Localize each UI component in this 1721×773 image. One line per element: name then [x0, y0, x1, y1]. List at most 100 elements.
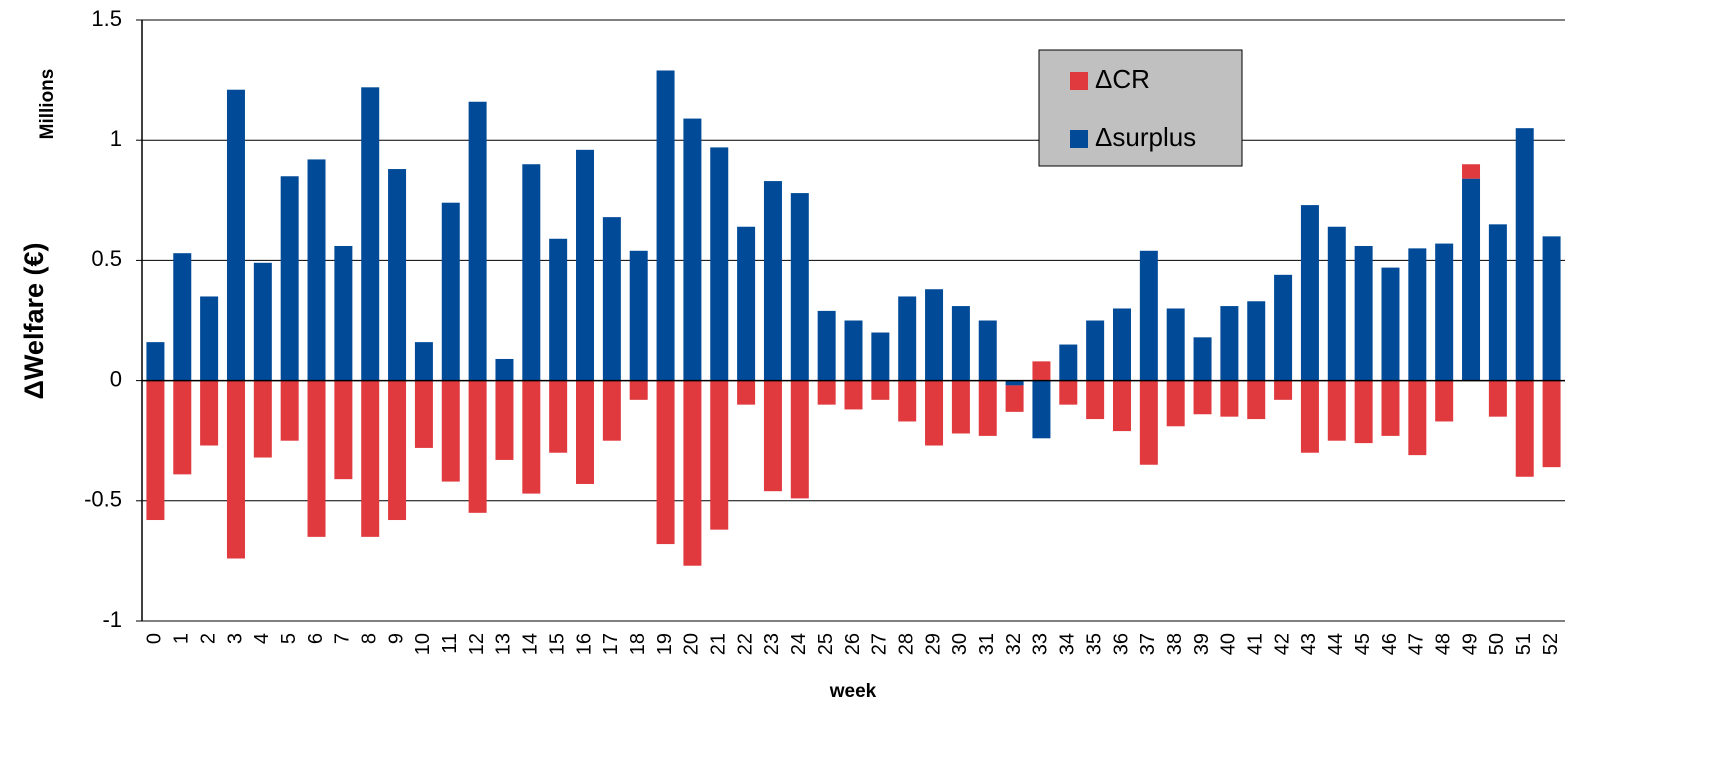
bar — [1300, 380, 1319, 453]
bar — [951, 380, 970, 434]
x-tick-label: 1 — [171, 633, 193, 644]
x-tick-label: 39 — [1191, 633, 1213, 655]
bar — [871, 332, 890, 381]
x-tick-label: 23 — [761, 633, 783, 655]
bar — [1220, 380, 1239, 417]
bar — [226, 380, 245, 559]
bar — [1435, 243, 1454, 381]
bar — [763, 181, 782, 381]
bar — [1112, 308, 1131, 381]
x-tick-label: 35 — [1083, 633, 1105, 655]
x-tick-label: 40 — [1218, 633, 1240, 655]
bar — [495, 358, 514, 381]
bar — [1462, 178, 1481, 381]
x-tick-label: 38 — [1164, 633, 1186, 655]
bar — [146, 380, 165, 521]
x-tick-label: 10 — [412, 633, 434, 655]
bar — [1408, 380, 1427, 456]
y-tick-label: -0.5 — [84, 487, 122, 512]
x-tick-label: 43 — [1298, 633, 1320, 655]
bar — [253, 262, 272, 381]
bar — [817, 380, 836, 405]
bar — [1032, 380, 1051, 439]
y-tick-label: 1.5 — [91, 6, 122, 31]
x-tick-label: 22 — [734, 633, 756, 655]
x-tick-label: 6 — [305, 633, 327, 644]
x-tick-label: 14 — [520, 633, 542, 655]
bar — [683, 118, 702, 381]
bar — [361, 87, 380, 381]
x-tick-label: 51 — [1513, 633, 1535, 655]
x-axis-label: week — [829, 681, 877, 702]
bar — [871, 380, 890, 400]
y-tick-label: 0 — [110, 366, 122, 391]
bar — [361, 380, 380, 537]
bar — [656, 380, 675, 545]
bar — [1032, 361, 1051, 381]
bar — [522, 380, 541, 494]
bar — [1086, 320, 1105, 381]
bar — [549, 238, 568, 381]
x-tick-label: 27 — [869, 633, 891, 655]
bar — [1193, 380, 1212, 415]
bar — [307, 159, 326, 381]
bar — [710, 380, 729, 530]
bar — [334, 245, 353, 381]
bar — [844, 380, 863, 410]
bar — [307, 380, 326, 537]
legend-label: ΔCR — [1095, 64, 1150, 94]
bar — [1139, 380, 1158, 465]
x-tick-label: 33 — [1030, 633, 1052, 655]
bar — [656, 70, 675, 381]
bar — [978, 320, 997, 381]
bar — [790, 193, 809, 381]
x-tick-label: 0 — [144, 633, 166, 644]
bar — [1488, 380, 1507, 417]
bar — [683, 380, 702, 566]
bar — [898, 296, 917, 381]
bar — [1247, 301, 1266, 381]
bar — [1005, 385, 1024, 412]
bar — [1139, 250, 1158, 381]
x-tick-label: 2 — [197, 633, 219, 644]
bar — [790, 380, 809, 499]
bar — [200, 380, 219, 446]
bar — [925, 289, 944, 381]
x-tick-label: 16 — [573, 633, 595, 655]
bar — [1327, 380, 1346, 441]
x-tick-label: 46 — [1379, 633, 1401, 655]
bar — [576, 380, 595, 484]
bar — [710, 147, 729, 381]
bar — [253, 380, 272, 458]
x-tick-label: 45 — [1352, 633, 1374, 655]
bar — [1274, 274, 1293, 381]
x-tick-label: 49 — [1459, 633, 1481, 655]
bar — [1381, 267, 1400, 381]
x-tick-label: 5 — [278, 633, 300, 644]
bar — [1515, 128, 1534, 381]
bar — [763, 380, 782, 492]
bar — [1435, 380, 1454, 422]
bar — [629, 380, 648, 400]
bar — [1005, 380, 1024, 386]
x-tick-label: 17 — [600, 633, 622, 655]
bar — [817, 310, 836, 381]
bar — [173, 253, 192, 381]
x-tick-label: 42 — [1271, 633, 1293, 655]
bar — [1488, 224, 1507, 381]
x-tick-label: 29 — [922, 633, 944, 655]
bar — [1408, 248, 1427, 381]
x-tick-label: 24 — [788, 633, 810, 655]
bar — [1542, 236, 1561, 381]
x-tick-label: 30 — [949, 633, 971, 655]
bar — [1166, 308, 1185, 381]
bar — [1542, 380, 1561, 468]
x-tick-label: 18 — [627, 633, 649, 655]
bar — [495, 380, 514, 460]
bar — [629, 250, 648, 381]
bar — [1166, 380, 1185, 427]
x-tick-label: 31 — [976, 633, 998, 655]
bar — [602, 217, 621, 381]
bar — [173, 380, 192, 475]
